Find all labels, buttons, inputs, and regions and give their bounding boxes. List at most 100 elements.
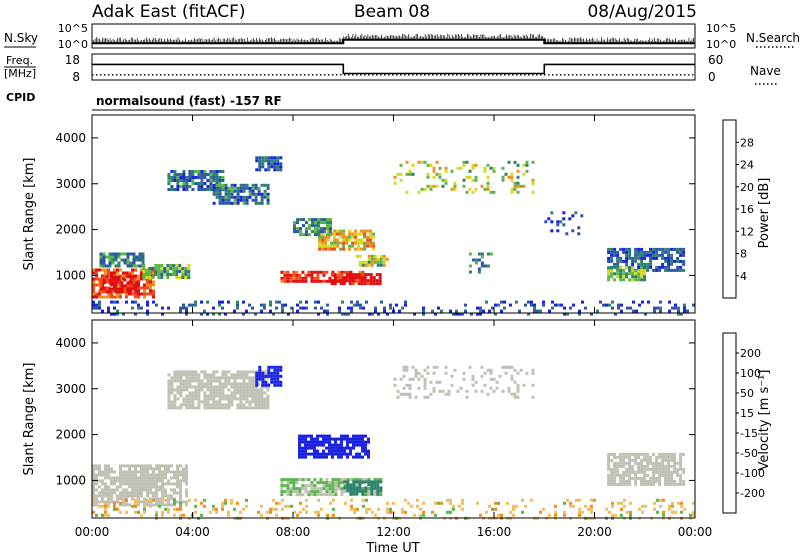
- echo-cell: [322, 487, 326, 491]
- echo-cell: [377, 507, 380, 511]
- echo-cell: [185, 388, 189, 392]
- echo-cell: [328, 437, 331, 441]
- echo-cell: [173, 403, 177, 407]
- echo-cell: [152, 280, 155, 284]
- echo-cell: [670, 455, 674, 459]
- echo-cell: [325, 270, 329, 274]
- echo-cell: [479, 306, 482, 310]
- echo-cell: [224, 406, 228, 410]
- echo-cell: [102, 261, 106, 265]
- echo-cell: [111, 287, 115, 291]
- echo-cell: [191, 379, 195, 383]
- echo-cell: [105, 275, 109, 279]
- echo-cell: [212, 306, 215, 310]
- echo-cell: [295, 481, 299, 485]
- echo-cell: [319, 452, 322, 456]
- echo-cell: [114, 290, 118, 294]
- echo-cell: [107, 467, 110, 471]
- echo-cell: [360, 241, 364, 245]
- echo-cell: [292, 270, 296, 274]
- echo-cell: [251, 183, 255, 187]
- echo-cell: [328, 276, 332, 280]
- echo-cell: [209, 382, 213, 386]
- echo-cell: [610, 250, 614, 254]
- echo-cell: [578, 507, 581, 511]
- echo-cell: [185, 306, 188, 310]
- echo-cell: [157, 276, 161, 279]
- echo-cell: [188, 385, 192, 389]
- echo-cell: [492, 389, 496, 393]
- nave-right-tick-top: 60: [708, 53, 723, 67]
- echo-cell: [316, 437, 319, 441]
- echo-cell: [236, 300, 239, 304]
- echo-cell: [95, 500, 98, 504]
- echo-cell: [679, 479, 683, 483]
- echo-cell: [373, 478, 377, 482]
- echo-cell: [286, 490, 290, 494]
- echo-cell: [399, 392, 403, 396]
- y-tick-label: 4000: [55, 131, 86, 145]
- echo-cell: [367, 257, 371, 261]
- echo-cell: [305, 510, 308, 514]
- echo-cell: [212, 192, 216, 196]
- echo-cell: [366, 241, 370, 245]
- echo-cell: [625, 262, 629, 266]
- echo-cell: [659, 300, 662, 304]
- echo-cell: [489, 166, 493, 170]
- echo-cell: [352, 486, 356, 490]
- echo-cell: [111, 258, 115, 262]
- echo-cell: [116, 507, 119, 511]
- echo-cell: [185, 479, 188, 483]
- echo-cell: [432, 184, 436, 188]
- echo-cell: [146, 488, 149, 492]
- echo-cell: [116, 497, 119, 501]
- echo-cell: [471, 258, 475, 262]
- echo-cell: [280, 484, 284, 488]
- echo-cell: [655, 464, 659, 468]
- echo-cell: [539, 510, 542, 514]
- echo-cell: [185, 394, 189, 398]
- echo-cell: [619, 455, 623, 459]
- echo-cell: [176, 470, 179, 474]
- echo-cell: [507, 386, 511, 390]
- echo-cell: [224, 394, 228, 398]
- echo-cell: [293, 224, 296, 228]
- echo-cell: [643, 250, 647, 254]
- echo-cell: [191, 403, 195, 407]
- echo-cell: [367, 254, 371, 258]
- echo-cell: [516, 389, 520, 393]
- echo-cell: [200, 182, 204, 185]
- echo-cell: [164, 482, 167, 486]
- echo-cell: [242, 300, 245, 304]
- echo-cell: [119, 479, 122, 483]
- echo-cell: [354, 232, 358, 236]
- echo-cell: [372, 276, 376, 280]
- echo-cell: [619, 482, 623, 486]
- echo-cell: [319, 490, 323, 494]
- echo-cell: [316, 481, 320, 485]
- echo-cell: [313, 440, 316, 444]
- echo-cell: [346, 270, 350, 274]
- echo-cell: [509, 303, 512, 307]
- echo-cell: [382, 254, 386, 258]
- echo-cell: [465, 395, 469, 399]
- echo-cell: [622, 482, 626, 486]
- echo-cell: [345, 276, 349, 280]
- echo-cell: [304, 276, 308, 280]
- echo-cell: [248, 391, 252, 395]
- echo-cell: [170, 376, 174, 380]
- echo-cell: [248, 406, 252, 410]
- echo-cell: [413, 513, 416, 517]
- echo-cell: [578, 312, 581, 316]
- echo-cell: [110, 479, 113, 483]
- echo-cell: [607, 452, 611, 456]
- echo-cell: [363, 229, 367, 233]
- echo-cell: [95, 497, 98, 501]
- echo-cell: [137, 498, 140, 502]
- echo-cell: [111, 255, 115, 259]
- echo-cell: [163, 273, 167, 276]
- noise-right-tick-bottom: 10^0: [706, 38, 736, 51]
- echo-cell: [191, 391, 195, 395]
- echo-cell: [551, 306, 554, 310]
- echo-cell: [352, 455, 355, 459]
